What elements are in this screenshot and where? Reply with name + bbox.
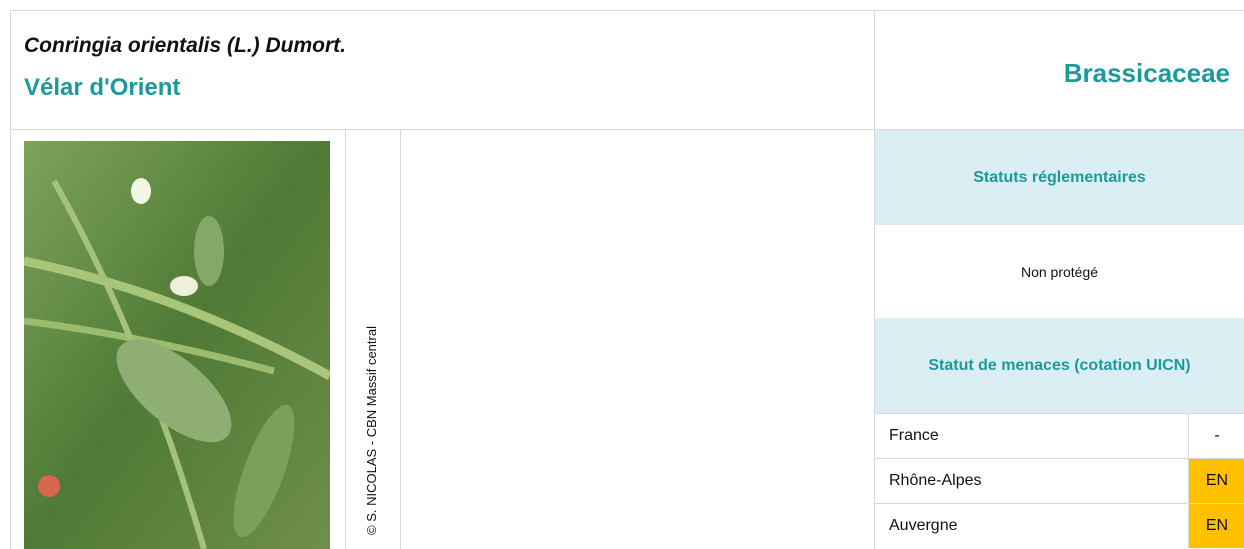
region: France [889,414,939,458]
regulatory-title: Statuts réglementaires [875,130,1244,225]
page: {"header": {"scientific_name": "Conringi… [0,0,1244,549]
threat-status: EN [1188,459,1244,503]
scientific-name: Conringia orientalis (L.) Dumort. [24,34,346,58]
threat-row: Rhône-Alpes EN [875,458,1244,503]
credit-divider-right [400,130,401,549]
credit-divider-left [345,130,346,549]
threat-status: EN [1188,504,1244,548]
family: Brassicaceae [1064,58,1230,89]
border-top [10,10,1244,11]
threat-status: - [1188,414,1244,458]
regulatory-status: Non protégé [875,225,1244,318]
threat-row: Auvergne EN [875,503,1244,548]
photo-credit: © S. NICOLAS - CBN Massif central [364,326,379,535]
region: Auvergne [889,504,958,548]
common-name: Vélar d'Orient [24,74,180,102]
threats-title: Statut de menaces (cotation UICN) [875,318,1244,413]
border-left [10,10,11,549]
photo [24,141,330,549]
region: Rhône-Alpes [889,459,982,503]
threat-row: France - [875,413,1244,458]
